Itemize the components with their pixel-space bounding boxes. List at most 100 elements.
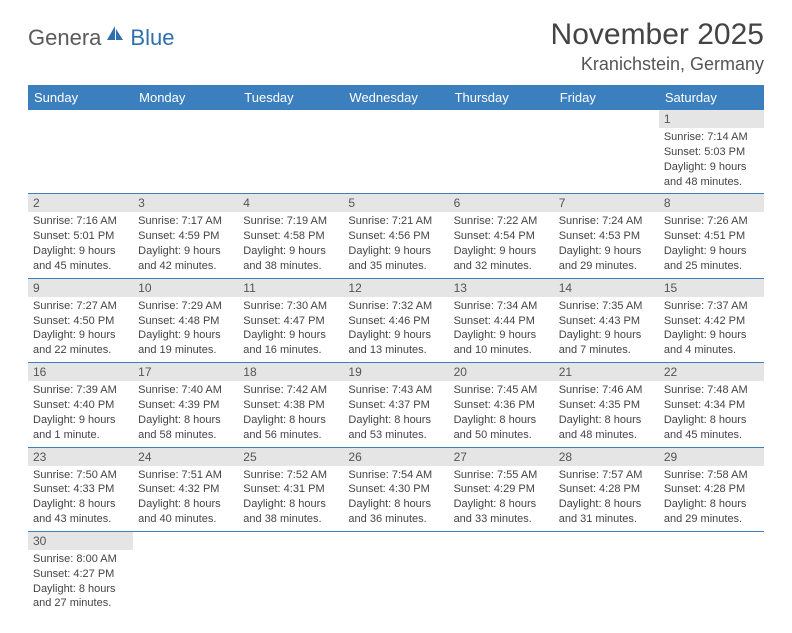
calendar-cell (554, 110, 659, 194)
calendar-cell: 17Sunrise: 7:40 AMSunset: 4:39 PMDayligh… (133, 363, 238, 447)
day-details: Sunrise: 8:00 AMSunset: 4:27 PMDaylight:… (28, 550, 133, 615)
sunrise-text: Sunrise: 7:26 AM (664, 214, 759, 229)
calendar-cell: 26Sunrise: 7:54 AMSunset: 4:30 PMDayligh… (343, 447, 448, 531)
daylight-text: Daylight: 9 hours and 16 minutes. (243, 328, 338, 358)
calendar-week-row: 1Sunrise: 7:14 AMSunset: 5:03 PMDaylight… (28, 110, 764, 194)
daylight-text: Daylight: 9 hours and 45 minutes. (33, 244, 128, 274)
day-number: 11 (238, 279, 343, 297)
sunrise-text: Sunrise: 7:54 AM (348, 468, 443, 483)
sunrise-text: Sunrise: 7:34 AM (454, 299, 549, 314)
day-details: Sunrise: 7:35 AMSunset: 4:43 PMDaylight:… (554, 297, 659, 362)
sunrise-text: Sunrise: 8:00 AM (33, 552, 128, 567)
day-details: Sunrise: 7:51 AMSunset: 4:32 PMDaylight:… (133, 466, 238, 531)
daylight-text: Daylight: 8 hours and 31 minutes. (559, 497, 654, 527)
sunset-text: Sunset: 4:44 PM (454, 314, 549, 329)
calendar-cell: 20Sunrise: 7:45 AMSunset: 4:36 PMDayligh… (449, 363, 554, 447)
day-details: Sunrise: 7:42 AMSunset: 4:38 PMDaylight:… (238, 381, 343, 446)
daylight-text: Daylight: 8 hours and 36 minutes. (348, 497, 443, 527)
sunset-text: Sunset: 4:53 PM (559, 229, 654, 244)
sunrise-text: Sunrise: 7:39 AM (33, 383, 128, 398)
day-number: 30 (28, 532, 133, 550)
calendar-cell: 18Sunrise: 7:42 AMSunset: 4:38 PMDayligh… (238, 363, 343, 447)
sunset-text: Sunset: 4:56 PM (348, 229, 443, 244)
sunset-text: Sunset: 4:51 PM (664, 229, 759, 244)
day-details: Sunrise: 7:40 AMSunset: 4:39 PMDaylight:… (133, 381, 238, 446)
sunrise-text: Sunrise: 7:14 AM (664, 130, 759, 145)
daylight-text: Daylight: 9 hours and 25 minutes. (664, 244, 759, 274)
daylight-text: Daylight: 8 hours and 56 minutes. (243, 413, 338, 443)
sunset-text: Sunset: 4:32 PM (138, 482, 233, 497)
day-number: 2 (28, 194, 133, 212)
sunrise-text: Sunrise: 7:55 AM (454, 468, 549, 483)
sunrise-text: Sunrise: 7:46 AM (559, 383, 654, 398)
title-block: November 2025 Kranichstein, Germany (551, 18, 764, 75)
calendar-week-row: 23Sunrise: 7:50 AMSunset: 4:33 PMDayligh… (28, 447, 764, 531)
day-details: Sunrise: 7:57 AMSunset: 4:28 PMDaylight:… (554, 466, 659, 531)
sunset-text: Sunset: 4:39 PM (138, 398, 233, 413)
daylight-text: Daylight: 8 hours and 50 minutes. (454, 413, 549, 443)
day-details: Sunrise: 7:22 AMSunset: 4:54 PMDaylight:… (449, 212, 554, 277)
sunrise-text: Sunrise: 7:30 AM (243, 299, 338, 314)
sunrise-text: Sunrise: 7:29 AM (138, 299, 233, 314)
day-details: Sunrise: 7:21 AMSunset: 4:56 PMDaylight:… (343, 212, 448, 277)
daylight-text: Daylight: 8 hours and 53 minutes. (348, 413, 443, 443)
daylight-text: Daylight: 9 hours and 38 minutes. (243, 244, 338, 274)
calendar-cell (238, 110, 343, 194)
day-number: 5 (343, 194, 448, 212)
calendar-cell: 3Sunrise: 7:17 AMSunset: 4:59 PMDaylight… (133, 194, 238, 278)
day-number: 23 (28, 448, 133, 466)
sunrise-text: Sunrise: 7:35 AM (559, 299, 654, 314)
day-details: Sunrise: 7:37 AMSunset: 4:42 PMDaylight:… (659, 297, 764, 362)
daylight-text: Daylight: 8 hours and 48 minutes. (559, 413, 654, 443)
calendar-cell: 7Sunrise: 7:24 AMSunset: 4:53 PMDaylight… (554, 194, 659, 278)
logo-text-part1: Genera (28, 25, 101, 51)
day-details: Sunrise: 7:16 AMSunset: 5:01 PMDaylight:… (28, 212, 133, 277)
day-details: Sunrise: 7:52 AMSunset: 4:31 PMDaylight:… (238, 466, 343, 531)
weekday-row: SundayMondayTuesdayWednesdayThursdayFrid… (28, 85, 764, 110)
day-number: 21 (554, 363, 659, 381)
sunrise-text: Sunrise: 7:48 AM (664, 383, 759, 398)
weekday-header: Sunday (28, 85, 133, 110)
sunset-text: Sunset: 4:31 PM (243, 482, 338, 497)
day-details: Sunrise: 7:58 AMSunset: 4:28 PMDaylight:… (659, 466, 764, 531)
day-number: 8 (659, 194, 764, 212)
daylight-text: Daylight: 9 hours and 4 minutes. (664, 328, 759, 358)
calendar-cell: 5Sunrise: 7:21 AMSunset: 4:56 PMDaylight… (343, 194, 448, 278)
weekday-header: Saturday (659, 85, 764, 110)
day-number: 25 (238, 448, 343, 466)
daylight-text: Daylight: 9 hours and 22 minutes. (33, 328, 128, 358)
day-number: 1 (659, 110, 764, 128)
daylight-text: Daylight: 9 hours and 48 minutes. (664, 160, 759, 190)
sunset-text: Sunset: 4:50 PM (33, 314, 128, 329)
day-number: 13 (449, 279, 554, 297)
sunset-text: Sunset: 5:01 PM (33, 229, 128, 244)
day-number: 9 (28, 279, 133, 297)
sunset-text: Sunset: 4:43 PM (559, 314, 654, 329)
day-number: 28 (554, 448, 659, 466)
sunset-text: Sunset: 4:36 PM (454, 398, 549, 413)
day-number: 19 (343, 363, 448, 381)
weekday-header: Monday (133, 85, 238, 110)
calendar-cell (28, 110, 133, 194)
sunrise-text: Sunrise: 7:16 AM (33, 214, 128, 229)
calendar-cell: 12Sunrise: 7:32 AMSunset: 4:46 PMDayligh… (343, 278, 448, 362)
daylight-text: Daylight: 8 hours and 27 minutes. (33, 582, 128, 612)
logo: Genera Blue (28, 24, 174, 51)
calendar-cell: 1Sunrise: 7:14 AMSunset: 5:03 PMDaylight… (659, 110, 764, 194)
calendar-cell: 4Sunrise: 7:19 AMSunset: 4:58 PMDaylight… (238, 194, 343, 278)
sunrise-text: Sunrise: 7:37 AM (664, 299, 759, 314)
calendar-cell: 13Sunrise: 7:34 AMSunset: 4:44 PMDayligh… (449, 278, 554, 362)
weekday-header: Thursday (449, 85, 554, 110)
calendar-cell: 24Sunrise: 7:51 AMSunset: 4:32 PMDayligh… (133, 447, 238, 531)
day-number: 12 (343, 279, 448, 297)
sunset-text: Sunset: 4:37 PM (348, 398, 443, 413)
day-number: 27 (449, 448, 554, 466)
sunrise-text: Sunrise: 7:43 AM (348, 383, 443, 398)
calendar-cell: 15Sunrise: 7:37 AMSunset: 4:42 PMDayligh… (659, 278, 764, 362)
daylight-text: Daylight: 9 hours and 7 minutes. (559, 328, 654, 358)
sunset-text: Sunset: 4:46 PM (348, 314, 443, 329)
calendar-cell: 21Sunrise: 7:46 AMSunset: 4:35 PMDayligh… (554, 363, 659, 447)
calendar-cell: 11Sunrise: 7:30 AMSunset: 4:47 PMDayligh… (238, 278, 343, 362)
header: Genera Blue November 2025 Kranichstein, … (28, 18, 764, 75)
calendar-cell (133, 110, 238, 194)
